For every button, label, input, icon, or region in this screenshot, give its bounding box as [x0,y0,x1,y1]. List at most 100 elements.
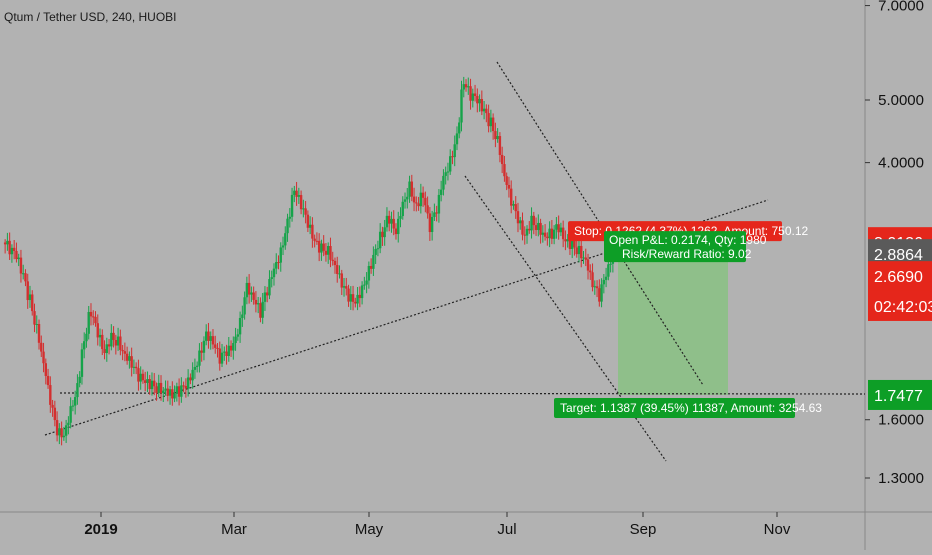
candle-body [105,344,108,354]
candle-body [369,265,373,269]
candle-body [487,113,490,127]
candle-body [299,195,303,210]
candle-body [561,227,565,240]
candle-body [270,277,273,280]
candle-body [290,194,294,217]
candle-body [256,303,260,305]
candle-body [534,225,538,231]
candle-body [155,386,158,393]
candle-body [207,331,210,341]
candle-body [446,171,450,173]
candle-body [537,222,540,231]
candle-body [96,323,99,338]
candle-body [437,194,441,214]
candle-body [317,240,321,253]
candle-body [548,228,551,239]
candle-body [121,349,124,352]
candle-body [458,122,461,134]
candle-body [211,336,215,345]
candle-body [223,351,226,353]
candle-body [453,144,456,158]
candle-body [302,208,305,210]
candle-body [412,196,416,203]
candle-body [306,214,310,228]
candle-body [324,250,328,255]
x-axis-ticks: 2019 Mar May Jul Sep Nov [84,512,791,538]
candle-body [340,273,343,288]
candle-body [198,350,201,366]
candle-body [107,344,111,347]
candle-body [417,203,420,207]
y-tick-label: 4.0000 [878,155,924,172]
candle-body [98,334,102,338]
candle-body [354,301,357,304]
candle-body [374,249,377,255]
candle-body [552,229,556,239]
price-badge-label: 2.6690 [874,269,923,286]
candle-body [471,93,474,101]
price-badge-label: 2.8864 [874,247,923,264]
candle-body [83,341,86,350]
candle-body [385,215,389,228]
candle-body [37,324,41,343]
candles [3,76,615,446]
candle-body [125,353,129,361]
candle-body [489,117,493,127]
candle-body [336,265,339,274]
candle-body [177,386,181,397]
candle-body [116,336,120,346]
candle-body [80,349,84,377]
x-tick-label: Jul [497,521,516,538]
candle-body [320,243,323,253]
candle-body [184,386,188,389]
candle-body [546,236,549,239]
candle-body [245,282,249,298]
candle-body [419,192,423,207]
candle-body [392,218,395,229]
candle-body [571,239,574,249]
candle-body [87,311,90,334]
candle-body [119,336,122,350]
candle-body [397,218,400,235]
candle-body [604,276,608,280]
candle-body [15,251,18,260]
candle-body [607,264,610,277]
candle-body [333,260,337,266]
candle-body [164,388,167,391]
candle-body [295,190,298,197]
candle-body [173,393,176,399]
candle-body [591,272,594,288]
candle-body [451,156,454,158]
candle-body [243,297,246,315]
price-badge [868,261,932,292]
candle-body [521,220,524,235]
candle-body [76,383,79,398]
candle-body [525,228,529,236]
risk-reward-label: Risk/Reward Ratio: 9.02 [622,247,752,261]
candle-body [365,280,368,285]
y-tick-label: 5.0000 [878,92,924,109]
candle-body [351,294,355,302]
candle-body [403,199,407,202]
pnl-label-box [604,231,746,263]
candle-body [602,279,606,285]
candle-body [480,99,484,112]
candle-body [189,377,192,381]
candle-body [478,99,481,104]
candle-body [284,233,287,246]
candle-body [112,332,115,341]
candle-body [40,342,43,352]
candle-body [10,247,14,255]
candle-body [512,204,515,206]
chart-title: Qtum / Tether USD, 240, HUOBI [4,10,177,24]
candle-body [141,373,145,381]
candle-body [272,268,276,278]
candle-body [433,212,436,217]
candle-body [378,231,382,249]
candle-body [313,238,316,241]
candle-body [92,316,95,318]
candle-body [485,108,488,114]
candle-body [308,224,312,228]
